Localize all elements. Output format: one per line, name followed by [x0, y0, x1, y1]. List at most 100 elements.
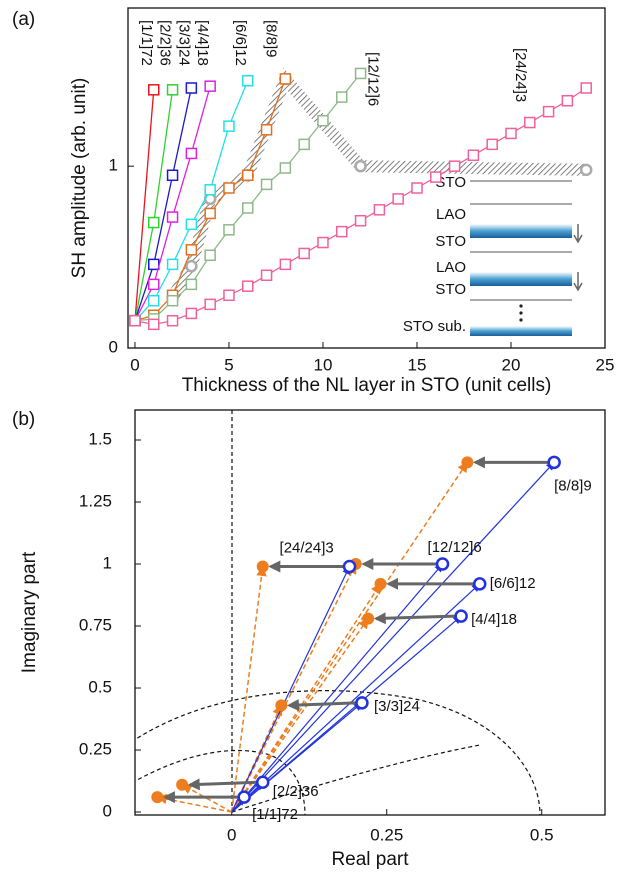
x-tick-label: 20: [502, 355, 521, 374]
shift-arrow: [286, 699, 356, 712]
data-point: [260, 269, 273, 282]
data-point: [148, 84, 160, 96]
data-point: [411, 182, 423, 194]
point-label: [24/24]3: [280, 539, 334, 556]
point-label: [2/2]36: [273, 783, 319, 800]
inset-label: LAO: [436, 259, 466, 276]
inset-arrow: [573, 272, 583, 292]
data-point: [223, 289, 235, 302]
inset-dot: [519, 311, 523, 315]
vector-arrow: [230, 565, 267, 813]
y-tick-label: 0: [109, 337, 118, 356]
data-point: [185, 278, 198, 291]
data-point: [166, 294, 179, 307]
data-point: [223, 182, 235, 194]
inset-layer: [470, 224, 572, 238]
data-point: [524, 116, 536, 129]
inset-arrow: [573, 224, 583, 244]
y-tick-label: 0: [103, 802, 112, 821]
x-tick-label: 25: [596, 355, 615, 374]
data-point: [373, 204, 386, 216]
series-label: [3/3]24: [175, 20, 192, 66]
data-point: [185, 82, 198, 94]
data-point: [336, 91, 348, 103]
data-point: [279, 162, 292, 174]
data-point: [185, 307, 198, 320]
y-tick-label: 1: [109, 156, 118, 175]
y-tick-label: 0.25: [79, 740, 112, 759]
point-label: [6/6]12: [490, 575, 536, 592]
data-point: [242, 280, 254, 292]
data-point: [204, 184, 216, 196]
inset-layer: [470, 326, 572, 336]
inset-label: STO sub.: [403, 318, 466, 335]
inset-dot: [519, 318, 523, 322]
data-point: [176, 778, 189, 791]
x-tick-label: 10: [314, 355, 333, 374]
x-tick-label: 15: [408, 355, 427, 374]
vector-arrow: [231, 582, 382, 813]
point-label: [4/4]18: [471, 611, 517, 628]
data-point: [166, 211, 179, 223]
data-point: [354, 67, 367, 80]
x-tick-label: 0.5: [530, 825, 554, 844]
data-point: [467, 149, 480, 162]
data-point: [362, 612, 375, 625]
data-point: [256, 560, 269, 573]
inset-label: STO: [435, 233, 466, 250]
plot-frame: [127, 7, 606, 349]
inset-bg: [470, 176, 575, 336]
y-axis-label: SH amplitude (arb. unit): [69, 78, 90, 279]
x-axis-label: Real part: [331, 849, 409, 870]
data-point: [129, 314, 141, 327]
point-label: [8/8]9: [554, 477, 592, 494]
y-tick-label: 1.25: [79, 491, 112, 510]
data-point: [260, 124, 273, 136]
x-tick-label: 5: [224, 355, 233, 374]
data-point: [204, 80, 216, 92]
y-axis-label: Imaginary part: [19, 551, 40, 673]
data-point: [204, 207, 216, 220]
data-point: [185, 147, 198, 160]
data-point: [242, 202, 254, 214]
inset-label: LAO: [436, 206, 466, 223]
data-point: [166, 84, 179, 96]
vector-arrow: [231, 615, 462, 813]
data-point: [542, 105, 555, 118]
data-point: [454, 609, 468, 623]
vector-arrow: [231, 583, 481, 813]
series-label: [2/2]36: [157, 20, 174, 66]
data-point: [336, 225, 348, 238]
data-point: [505, 127, 517, 140]
data-point: [279, 258, 292, 271]
series-label: [6/6]12: [232, 20, 249, 66]
data-point: [374, 577, 387, 590]
series-label: [4/4]18: [194, 20, 211, 66]
data-point: [298, 247, 310, 260]
theory-point: [579, 163, 593, 177]
series-label: [8/8]9: [262, 20, 279, 58]
data-point: [435, 557, 450, 571]
data-point: [354, 214, 367, 227]
shift-arrow: [187, 778, 257, 791]
data-point: [242, 74, 254, 87]
data-point: [260, 178, 273, 191]
data-point: [580, 82, 592, 94]
theory-point: [185, 259, 198, 273]
theory-point: [354, 159, 367, 173]
x-axis-label: Thickness of the NL layer in STO (unit c…: [182, 375, 552, 396]
vector-arrow: [231, 461, 468, 813]
vector-arrow: [156, 793, 232, 813]
vector-arrow: [231, 563, 357, 813]
data-point: [223, 224, 235, 236]
point-label: [12/12]6: [428, 539, 482, 556]
data-point: [317, 236, 329, 249]
series-line: [134, 89, 155, 321]
data-point: [486, 138, 498, 151]
data-point: [392, 193, 404, 205]
guide-curves: [135, 410, 541, 815]
data-point: [166, 169, 179, 182]
data-point: [148, 278, 160, 291]
data-point: [148, 216, 160, 229]
